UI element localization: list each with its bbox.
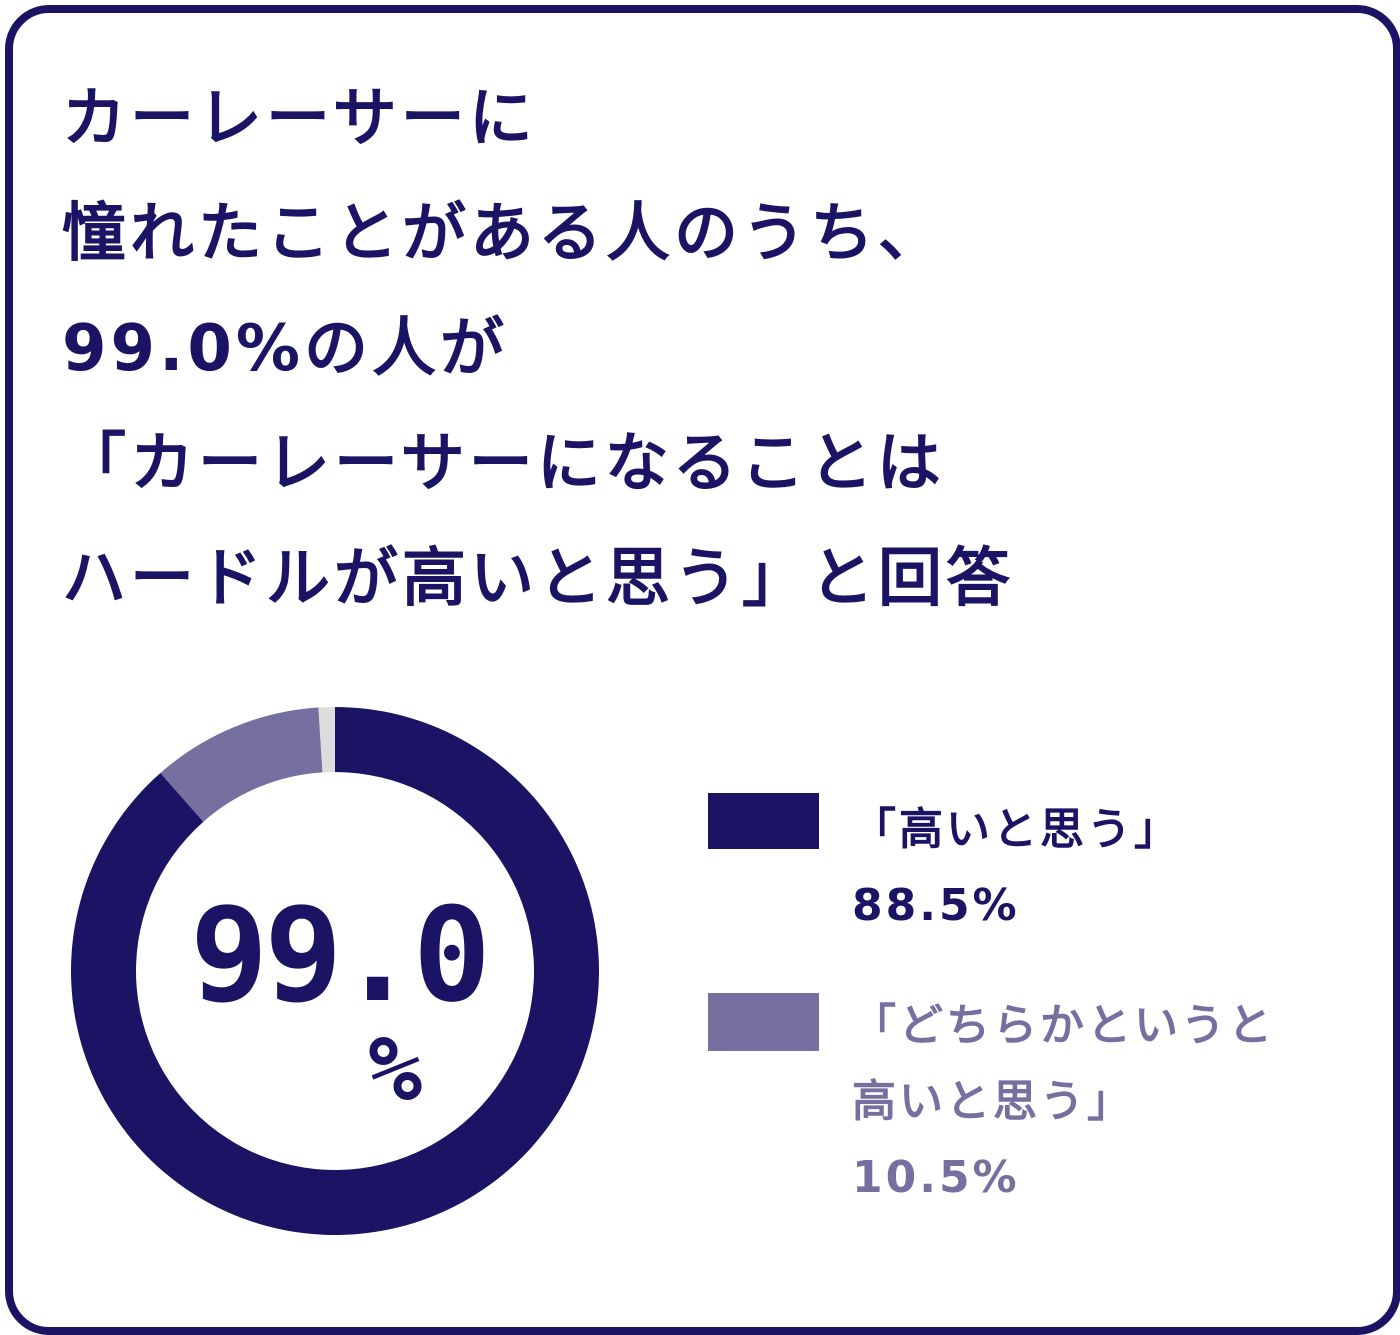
legend-value: 10.5% xyxy=(852,1152,1020,1203)
legend-item-somewhat-high: 「どちらかというと 高いと思う」 10.5% xyxy=(852,988,1275,1216)
headline-line: 99.0%の人が xyxy=(62,312,509,386)
legend-label: 「どちらかというと xyxy=(852,1000,1275,1051)
legend-swatch-high xyxy=(708,793,819,849)
headline-line: 憧れたことがある人のうち、 xyxy=(62,197,946,271)
legend-value: 88.5% xyxy=(852,880,1020,931)
donut-slice-1 xyxy=(160,707,323,822)
center-unit: % xyxy=(368,1017,423,1122)
donut-slice-2 xyxy=(318,707,335,773)
headline-line: ハードルが高いと思う」と回答 xyxy=(62,542,1014,616)
center-value: 99.0 xyxy=(190,879,491,1031)
legend-label: 高いと思う」 xyxy=(852,1076,1134,1127)
legend-swatch-somewhat-high xyxy=(708,993,819,1051)
card-border xyxy=(5,5,1400,1335)
headline-line: カーレーサーに xyxy=(62,82,537,156)
legend-item-high: 「高いと思う」 88.5% xyxy=(852,792,1181,944)
headline: カーレーサーに 憧れたことがある人のうち、 99.0%の人が 「カーレーサーにな… xyxy=(62,62,1014,637)
legend-label: 「高いと思う」 xyxy=(852,804,1181,855)
headline-line: 「カーレーサーになることは xyxy=(62,427,945,501)
